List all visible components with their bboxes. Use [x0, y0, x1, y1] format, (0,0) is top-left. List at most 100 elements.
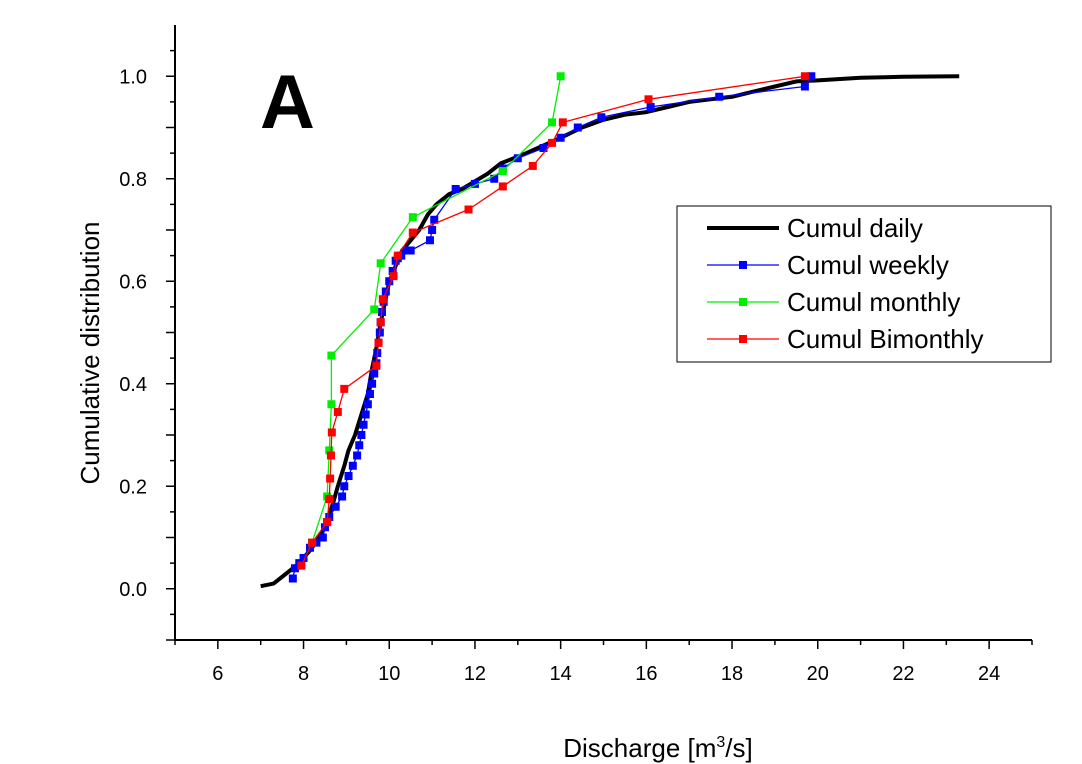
cumul-bimonthly-point	[297, 561, 306, 570]
cumul-monthly-point	[408, 213, 417, 222]
cumul-weekly-point	[470, 179, 479, 188]
cumul-monthly-point	[325, 446, 334, 455]
cumul-monthly-point	[376, 259, 385, 268]
cumul-bimonthly-point	[528, 161, 537, 170]
y-tick-label: 0.8	[119, 169, 147, 191]
cumul-bimonthly-point	[558, 118, 567, 127]
x-tick-label: 20	[807, 663, 829, 685]
cumul-weekly-point	[556, 133, 565, 142]
cumul-bimonthly-point	[800, 72, 809, 81]
cumul-bimonthly-point	[308, 538, 317, 547]
cumul-bimonthly-point	[326, 451, 335, 460]
x-tick-label: 14	[550, 663, 572, 685]
cumul-bimonthly-point	[498, 182, 507, 191]
cumul-weekly-point	[361, 410, 370, 419]
cumul-weekly-point	[385, 277, 394, 286]
cumul-bimonthly-point	[548, 138, 557, 147]
cumul-weekly-point	[338, 492, 347, 501]
cumul-monthly-point	[498, 167, 507, 176]
y-tick-label: 0.2	[119, 476, 147, 498]
cumul-monthly-point	[556, 72, 565, 81]
legend-swatch-cumul-bimonthly	[707, 335, 779, 343]
y-axis-title: Cumulative distribution	[75, 221, 105, 484]
x-tick-label: 6	[212, 663, 223, 685]
x-tick-label: 22	[892, 663, 914, 685]
cumul-weekly-point	[288, 574, 297, 583]
cumul-weekly-point	[800, 82, 809, 91]
legend-marker	[739, 298, 747, 306]
axes: 6 8 10 12 14 16 18 20 22 24 0.0 0.2 0.4 0.6 0.8 1.0	[119, 25, 1033, 685]
cumul-bimonthly-point	[333, 407, 342, 416]
cumul-weekly-point	[363, 400, 372, 409]
cumul-weekly-point	[539, 144, 548, 152]
cumul-bimonthly-point	[325, 495, 334, 504]
cumul-bimonthly-point	[374, 338, 383, 347]
cumul-weekly-point	[430, 215, 439, 224]
cumul-weekly-point	[290, 564, 299, 573]
x-axis-title-sup: 3	[716, 734, 725, 751]
cumul-bimonthly-point	[323, 518, 332, 527]
legend-label: Cumul Bimonthly	[787, 324, 984, 354]
x-tick-label: 24	[978, 663, 1000, 685]
x-axis-title-tail: /s]	[725, 733, 752, 763]
cumul-bimonthly-point	[408, 228, 417, 237]
cumul-weekly-point	[357, 431, 366, 439]
y-tick-label: 0.6	[119, 271, 147, 293]
legend-label: Cumul weekly	[787, 250, 949, 280]
cumul-weekly-point	[388, 267, 397, 275]
cumul-weekly-point	[340, 482, 349, 491]
legend-marker	[739, 335, 747, 343]
cumul-weekly-point	[320, 523, 329, 532]
cumul-bimonthly-point	[644, 95, 653, 104]
cumul-weekly-point	[365, 390, 374, 398]
cumul-weekly-point	[451, 185, 460, 193]
cumul-weekly-point	[646, 103, 655, 111]
series-layer	[260, 72, 960, 589]
cumul-monthly-point	[548, 118, 557, 127]
cumul-bimonthly-point	[378, 295, 387, 304]
legend: Cumul daily Cumul weekly Cumul monthly Cumu…	[676, 205, 1052, 363]
cumul-weekly-point	[331, 502, 340, 511]
y-tick-label: 0.0	[119, 579, 147, 601]
cumul-monthly-point	[370, 305, 379, 314]
cumul-weekly-point	[402, 246, 411, 255]
series-cumul-daily	[260, 74, 960, 589]
cumul-bimonthly-point	[340, 384, 349, 393]
cumul-weekly-point	[368, 379, 377, 388]
y-tick-label: 0.4	[119, 374, 147, 396]
cumul-weekly-point	[490, 174, 499, 183]
cumul-weekly-point	[715, 92, 724, 101]
cumul-weekly-point	[425, 236, 434, 245]
x-tick-label: 12	[464, 663, 486, 685]
series-cumul-bimonthly	[297, 72, 809, 570]
x-axis-title: Discharge [m3/s]	[563, 733, 753, 763]
cumul-bimonthly-point	[376, 318, 385, 327]
cumul-bimonthly-point	[464, 205, 473, 214]
cumul-weekly-point	[370, 369, 379, 378]
x-tick-label: 18	[721, 663, 743, 685]
cumul-weekly-point	[573, 123, 582, 132]
cumul-weekly-point	[325, 513, 334, 521]
cumul-daily-line	[260, 74, 960, 589]
cumul-weekly-point	[513, 154, 522, 163]
cumul-weekly-point	[355, 441, 364, 450]
y-tick-label: 1.0	[119, 66, 147, 88]
panel-label: A	[260, 60, 315, 145]
x-axis-title-main: Discharge [m	[563, 733, 716, 763]
cumul-weekly-point	[597, 113, 606, 122]
cumul-weekly-point	[318, 533, 327, 542]
cumul-weekly-point	[353, 451, 362, 460]
x-tick-label: 8	[298, 663, 309, 685]
legend-swatch-cumul-weekly	[707, 261, 779, 269]
x-tick-label: 16	[635, 663, 657, 685]
cumul-weekly-point	[428, 226, 437, 234]
cumul-bimonthly-point	[393, 251, 402, 260]
legend-swatch-cumul-monthly	[707, 298, 779, 306]
cumul-monthly-point	[327, 400, 336, 409]
legend-label: Cumul monthly	[787, 287, 960, 317]
cumul-weekly-point	[359, 420, 368, 429]
cumul-weekly-point	[348, 461, 357, 470]
cumul-bimonthly-point	[389, 272, 398, 281]
cumul-weekly-point	[406, 246, 415, 255]
